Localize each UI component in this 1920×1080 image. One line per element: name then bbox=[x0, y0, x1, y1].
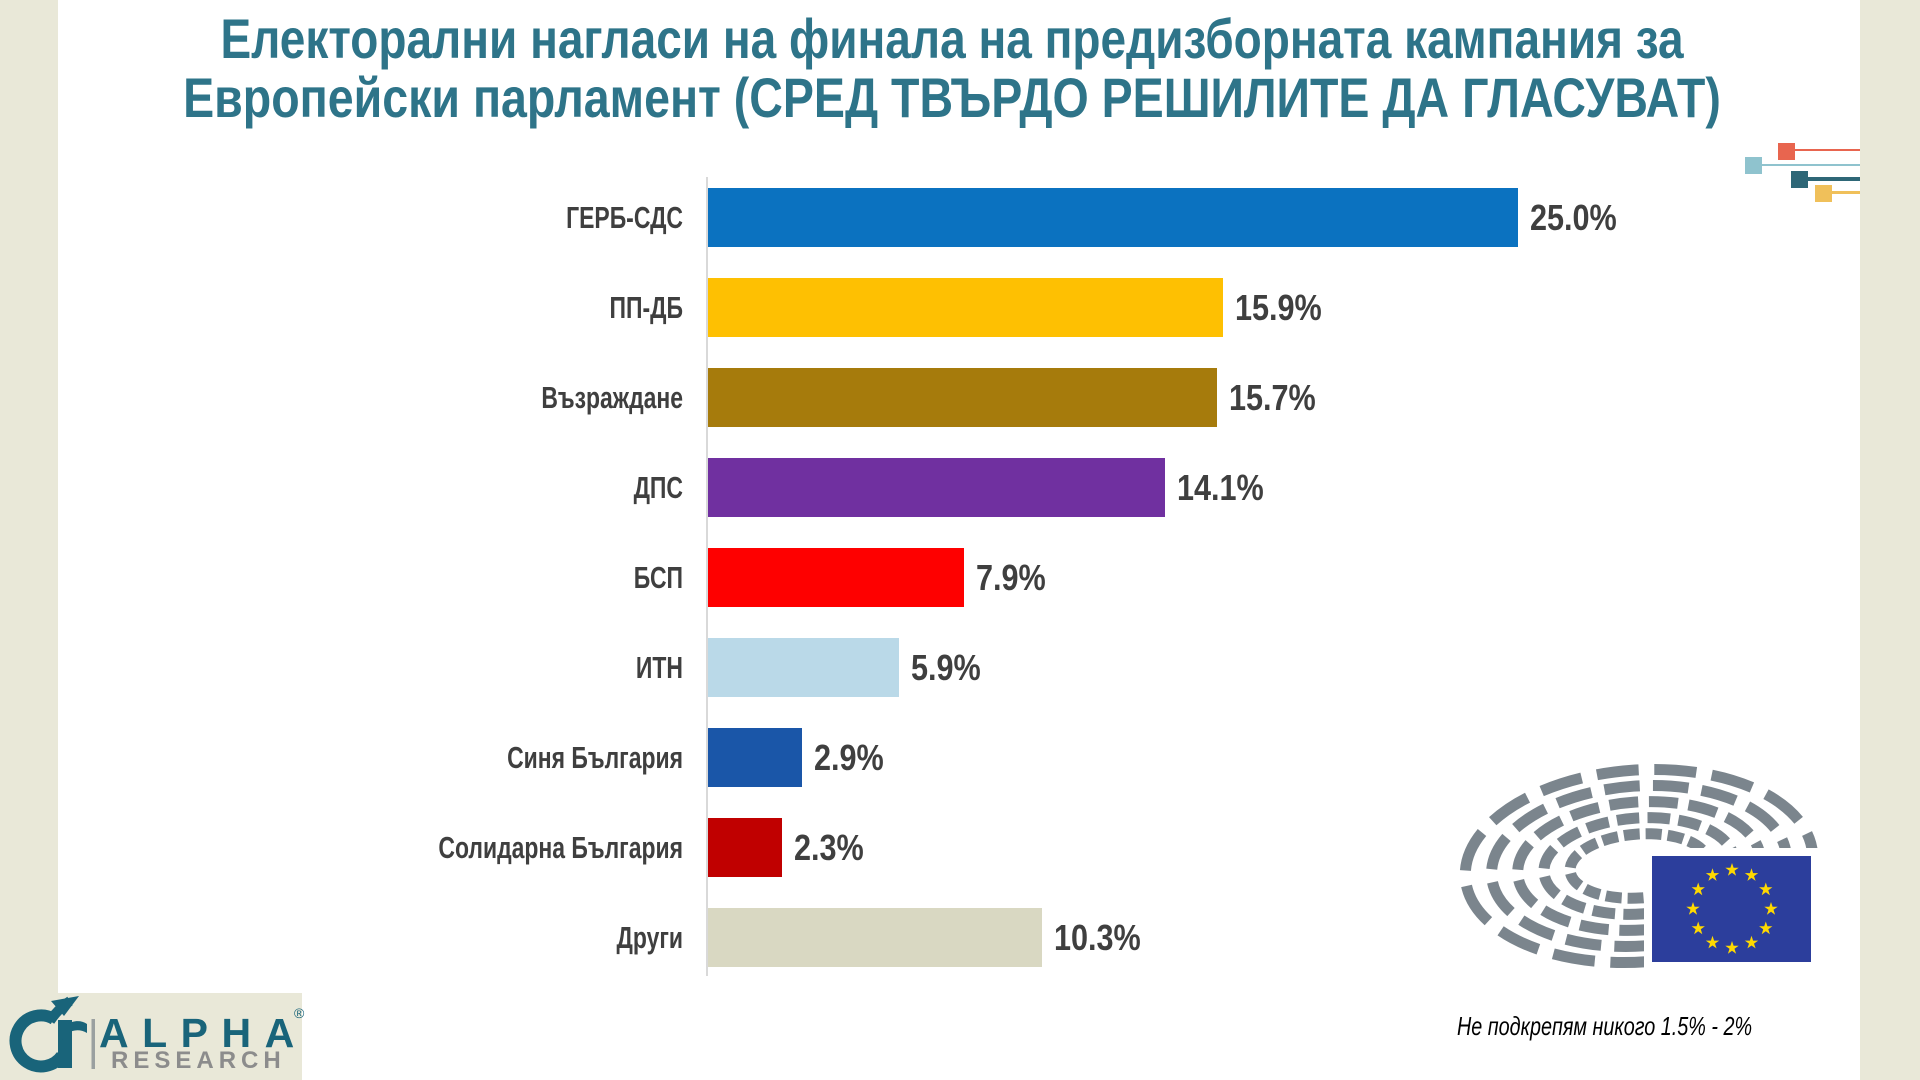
svg-text:ALPHA: ALPHA bbox=[99, 1010, 308, 1056]
svg-text:®: ® bbox=[294, 1005, 305, 1021]
svg-text:RESEARCH: RESEARCH bbox=[111, 1047, 286, 1074]
